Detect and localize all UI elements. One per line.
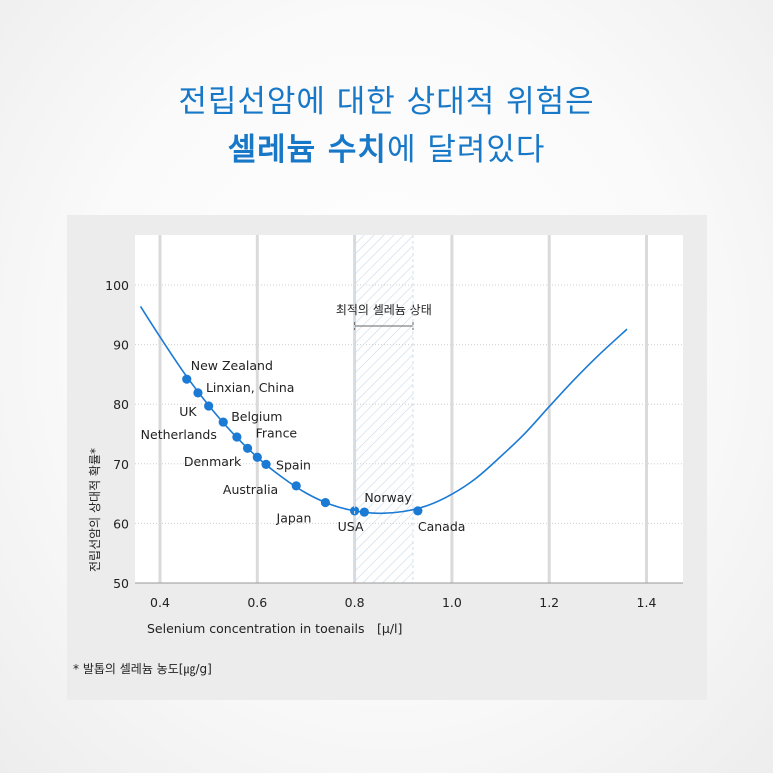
- optimal-range-label: 최적의 셀레늄 상태: [336, 303, 432, 317]
- x-tick-label: 1.4: [637, 595, 657, 610]
- x-tick-label: 0.4: [150, 595, 170, 610]
- point-label: Linxian, China: [206, 380, 294, 395]
- data-point: [252, 452, 262, 462]
- x-tick-label: 0.6: [247, 595, 267, 610]
- y-tick-label: 90: [113, 338, 129, 353]
- y-tick-label: 100: [105, 278, 129, 293]
- data-point: [204, 401, 214, 411]
- y-tick-label: 70: [113, 457, 129, 472]
- point-label: Norway: [364, 490, 412, 505]
- data-point: [193, 388, 203, 398]
- point-label: Canada: [418, 519, 466, 534]
- point-label: USA: [338, 519, 364, 534]
- point-label: Denmark: [184, 454, 242, 469]
- point-labels: New Zealand Linxian, China UK Belgium Nether…: [141, 358, 466, 534]
- point-label: Spain: [276, 457, 311, 472]
- chart-panel: 최적의 셀레늄 상태 50 60 70 80 90 100 0.4 0.6 0.8 1.0 1.2…: [67, 215, 707, 700]
- x-axis-label: Selenium concentration in toenails: [147, 621, 364, 636]
- point-label: New Zealand: [191, 358, 273, 373]
- risk-curve: [139, 306, 628, 515]
- point-label: Belgium: [231, 409, 282, 424]
- x-axis-unit: [μ/l]: [377, 621, 402, 636]
- optimal-range-band: [354, 235, 413, 583]
- point-label: UK: [179, 404, 197, 419]
- x-tick-label: 0.8: [345, 595, 365, 610]
- data-point: [320, 497, 331, 508]
- y-tick-label: 50: [113, 576, 129, 591]
- data-point: [291, 481, 301, 491]
- data-point: [413, 506, 423, 516]
- y-tick-label: 60: [113, 516, 129, 531]
- point-label: Australia: [223, 482, 278, 497]
- data-point: [182, 374, 192, 384]
- y-tick-label: 80: [113, 397, 129, 412]
- y-axis-label: 전립선암의 상대적 확률*: [88, 448, 102, 572]
- headline-emphasis: 셀레늄 수치: [227, 132, 387, 168]
- x-tick-labels: 0.4 0.6 0.8 1.0 1.2 1.4: [150, 595, 656, 610]
- selenium-risk-chart: 최적의 셀레늄 상태 50 60 70 80 90 100 0.4 0.6 0.8 1.0 1.2…: [88, 235, 683, 636]
- point-label: Japan: [276, 511, 312, 526]
- point-label: France: [256, 425, 298, 440]
- point-label: Netherlands: [141, 427, 217, 442]
- x-tick-label: 1.2: [539, 595, 559, 610]
- data-point: [242, 443, 253, 453]
- data-point: [218, 417, 228, 427]
- data-point: [350, 506, 360, 516]
- optimal-range-marker: 최적의 셀레늄 상태: [336, 303, 432, 330]
- x-tick-label: 1.0: [442, 595, 462, 610]
- data-point: [359, 507, 369, 517]
- headline-line2: 셀레늄 수치에 달려있다: [0, 126, 773, 174]
- y-tick-labels: 50 60 70 80 90 100: [105, 278, 129, 591]
- headline-rest: 에 달려있다: [386, 132, 546, 168]
- footnote: * 발톱의 셀레늄 농도[㎍/g]: [73, 662, 212, 676]
- data-points: [182, 374, 423, 517]
- data-point: [261, 459, 271, 469]
- data-point: [232, 432, 242, 442]
- headline: 전립선암에 대한 상대적 위험은 셀레늄 수치에 달려있다: [0, 80, 773, 174]
- headline-line1: 전립선암에 대한 상대적 위험은: [178, 84, 595, 120]
